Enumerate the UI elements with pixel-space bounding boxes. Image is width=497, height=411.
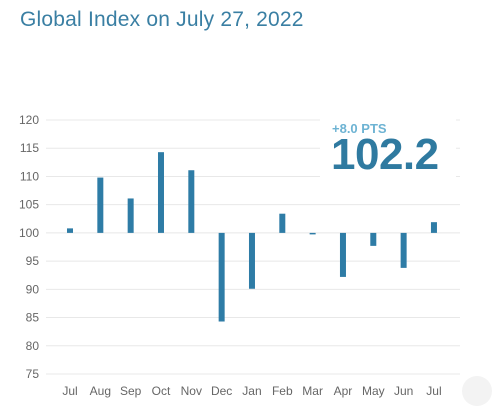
y-tick-label: 85 — [26, 311, 40, 325]
x-tick-label: Mar — [302, 384, 323, 398]
y-tick-label: 120 — [19, 113, 39, 127]
bar — [127, 198, 134, 233]
y-tick-label: 80 — [26, 339, 40, 353]
x-tick-label: Jun — [394, 384, 413, 398]
value-card — [320, 118, 456, 178]
change-label: +8.0 PTS — [332, 121, 387, 136]
x-tick-label: Sep — [120, 384, 142, 398]
x-tick-label: Apr — [334, 384, 353, 398]
y-tick-label: 115 — [20, 141, 39, 155]
x-tick-label: Jan — [242, 384, 261, 398]
bar — [430, 222, 437, 233]
bar — [309, 232, 316, 235]
bar — [370, 232, 377, 246]
y-tick-label: 100 — [19, 226, 39, 240]
bar — [67, 228, 73, 233]
x-tick-label: May — [362, 384, 385, 398]
y-tick-label: 95 — [26, 254, 40, 268]
x-tick-label: Dec — [211, 384, 232, 398]
bar — [157, 152, 164, 233]
x-tick-label: Feb — [272, 384, 293, 398]
bar — [188, 170, 195, 233]
bar — [97, 177, 104, 233]
bar — [248, 232, 255, 289]
y-tick-label: 75 — [26, 367, 40, 381]
bar — [218, 232, 225, 322]
x-tick-label: Oct — [152, 384, 171, 398]
x-tick-label: Jul — [62, 384, 77, 398]
bar — [400, 232, 407, 268]
corner-badge — [462, 376, 492, 406]
y-tick-label: 90 — [26, 282, 40, 296]
x-tick-label: Jul — [426, 384, 441, 398]
x-tick-label: Nov — [181, 384, 202, 398]
chart-title: Global Index on July 27, 2022 — [20, 8, 304, 31]
x-axis-ticks: Jul Aug Sep Oct Nov Dec Jan Feb Mar Apr May Jun Jul — [62, 384, 441, 398]
bars — [67, 152, 437, 322]
x-tick-label: Aug — [90, 384, 111, 398]
y-tick-label: 105 — [19, 198, 39, 212]
y-axis-ticks: 120 115 110 105 100 95 90 85 80 75 — [19, 113, 39, 381]
bar — [279, 213, 286, 233]
bar — [339, 232, 346, 277]
current-value: 102.2 — [331, 130, 439, 179]
y-tick-label: 110 — [20, 169, 39, 183]
